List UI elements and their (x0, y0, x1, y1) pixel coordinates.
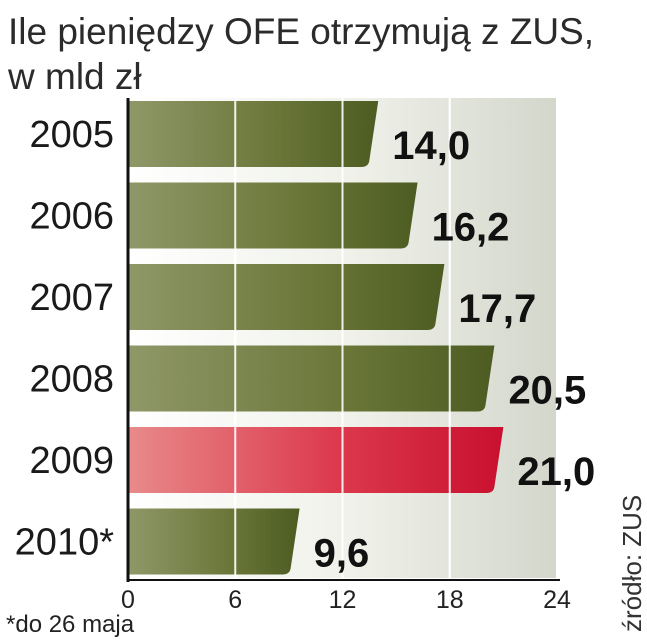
chart-title: Ile pieniędzy OFE otrzymują z ZUS, (8, 11, 594, 52)
bar (128, 345, 495, 412)
bar (128, 508, 300, 575)
category-label: 2006 (29, 196, 114, 238)
value-label: 21,0 (517, 450, 595, 494)
bar (128, 264, 445, 330)
x-tick-label: 24 (543, 586, 571, 614)
category-label: 2007 (29, 277, 114, 319)
gridlines-over-bars (234, 98, 558, 580)
bars (128, 101, 504, 575)
value-label: 20,5 (508, 369, 586, 413)
value-label: 9,6 (314, 532, 370, 576)
category-label: 2010* (15, 522, 115, 564)
bar (128, 101, 379, 167)
x-tick-label: 6 (228, 586, 242, 614)
bar (128, 427, 504, 493)
value-labels: 14,0 16,2 17,7 20,5 21,0 9,6 (314, 124, 596, 576)
category-label: 2005 (29, 114, 114, 156)
x-tick-label: 0 (121, 586, 135, 614)
value-label: 14,0 (392, 124, 470, 168)
value-label: 16,2 (432, 206, 510, 250)
value-label: 17,7 (458, 287, 536, 331)
chart-subtitle: w mld zł (7, 56, 142, 97)
bar (128, 182, 418, 249)
category-labels: 2005 2006 2007 2008 2009 2010* (15, 114, 115, 564)
category-label: 2009 (29, 440, 114, 482)
source-label: źródło: ZUS (617, 495, 647, 632)
category-label: 2008 (29, 359, 114, 401)
footnote: *do 26 maja (6, 611, 135, 638)
x-axis-ticks: 0 6 12 18 24 (121, 586, 571, 614)
x-tick-label: 18 (436, 586, 464, 614)
x-tick-label: 12 (329, 586, 357, 614)
